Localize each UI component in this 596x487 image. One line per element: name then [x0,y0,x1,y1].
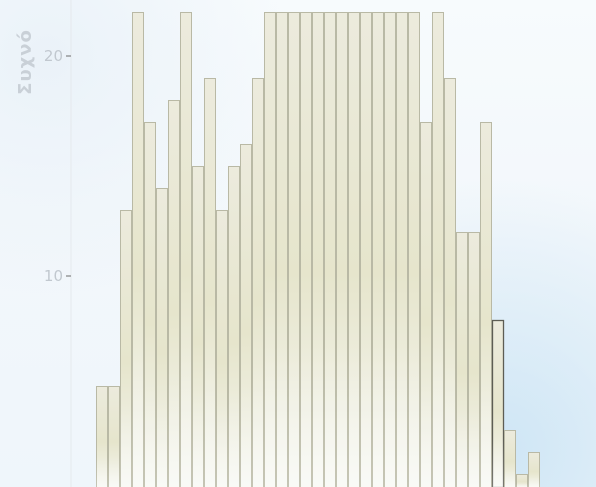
histogram-bar-shade [492,320,504,487]
histogram-bar-shade [336,12,348,487]
histogram-bar-shade [396,12,408,487]
histogram-bar-shade [468,232,480,487]
bar-series [96,12,540,487]
histogram-bar-shade [456,232,468,487]
histogram-bar-shade [96,386,108,487]
y-tick-labels: 10 20 [44,47,71,285]
y-tick-label: 10 [44,267,63,285]
histogram-bar-shade [348,12,360,487]
histogram-bar-shade [192,166,204,487]
histogram-bar-shade [264,12,276,487]
histogram-bar-shade [384,12,396,487]
histogram-bar-shade [288,12,300,487]
histogram-bar-shade [252,78,264,487]
histogram-bar-shade [168,100,180,487]
histogram-bar-shade [504,430,516,487]
histogram-bar-shade [432,12,444,487]
histogram-bar-shade [420,122,432,487]
histogram-bar-shade [228,166,240,487]
histogram-bar-shade [324,12,336,487]
histogram-bar-shade [408,12,420,487]
histogram-bar-shade [444,78,456,487]
histogram-bar-shade [180,12,192,487]
y-axis-label: Συχνό [15,29,36,95]
histogram-bar-shade [132,12,144,487]
histogram-bar-shade [204,78,216,487]
histogram-bar-shade [300,12,312,487]
histogram-bar-shade [216,210,228,487]
histogram-bar-shade [120,210,132,487]
histogram-bar-shade [312,12,324,487]
histogram-bar-shade [240,144,252,487]
histogram-bar-shade [372,12,384,487]
histogram-bar-shade [360,12,372,487]
y-tick-label: 20 [44,47,63,65]
histogram-bar-shade [108,386,120,487]
histogram-bar-shade [516,474,528,487]
histogram-bar-shade [528,452,540,487]
histogram-bar-shade [480,122,492,487]
histogram-bar-shade [276,12,288,487]
histogram-bar-shade [156,188,168,487]
histogram-bar-shade [144,122,156,487]
